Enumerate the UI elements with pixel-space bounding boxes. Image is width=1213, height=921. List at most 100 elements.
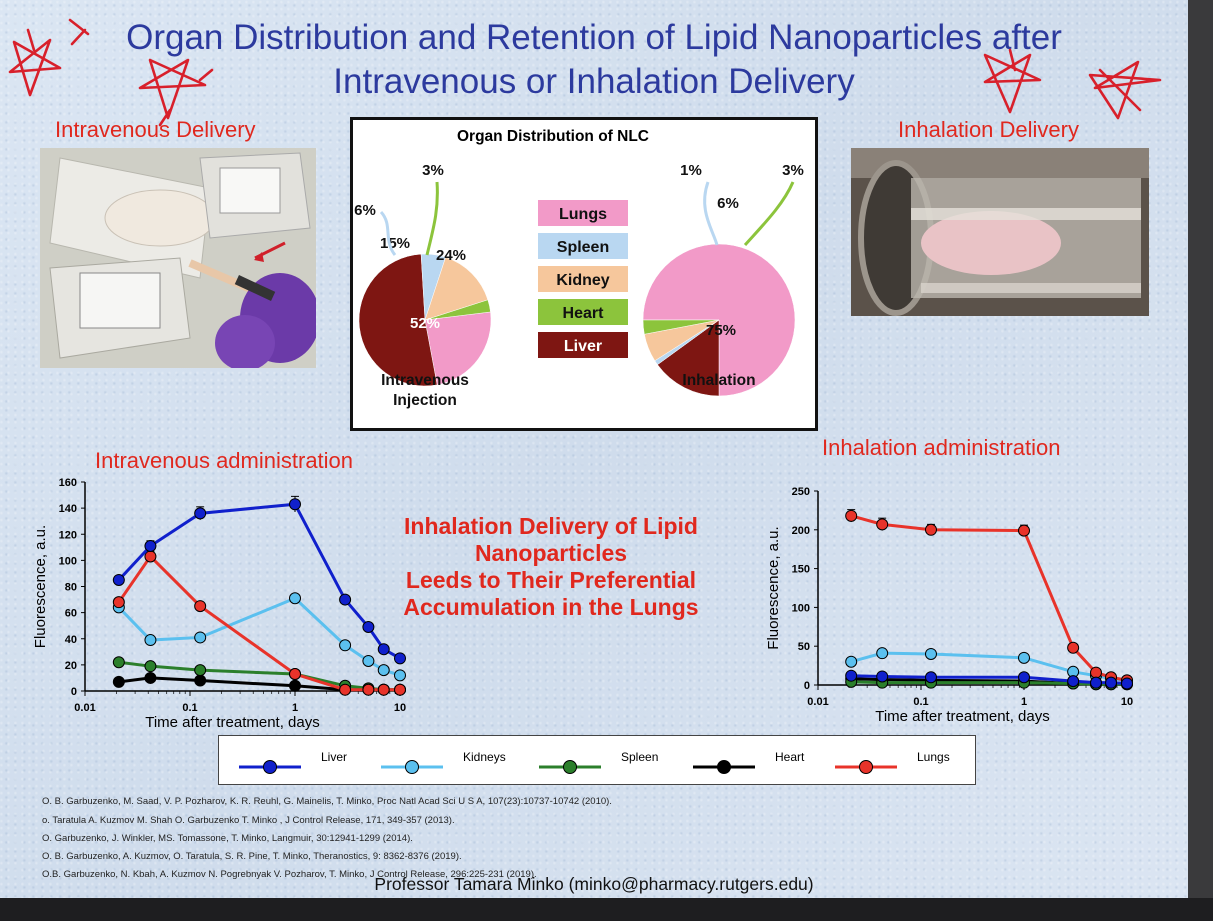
data-point-kidneys	[339, 639, 352, 652]
pie-legend-swatch-kidney	[538, 266, 628, 292]
pie-value-label: 3%	[782, 162, 804, 179]
iv-delivery-photo	[40, 148, 316, 368]
data-point-liver	[1067, 675, 1080, 688]
y-tick-label: 100	[59, 555, 77, 567]
iv-photo-drawing	[40, 148, 316, 368]
data-point-liver	[144, 540, 157, 553]
data-point-liver	[1121, 677, 1133, 690]
center-message-line1: Inhalation Delivery of Lipid	[404, 513, 698, 539]
series-legend: Liver Kidneys Spleen Heart Lungs	[218, 735, 976, 785]
reference-1: O. B. Garbuzenko, M. Saad, V. P. Pozharo…	[42, 796, 612, 807]
data-point-heart	[194, 674, 207, 687]
center-message-line4: Accumulation in the Lungs	[403, 594, 699, 620]
data-point-kidneys	[194, 631, 207, 644]
legend-label-heart: Heart	[775, 750, 805, 764]
window-right-edge	[1188, 0, 1213, 921]
pie-legend-swatch-spleen	[538, 233, 628, 259]
center-message-line3: Leeds to Their Preferential	[405, 567, 697, 593]
iv-delivery-label: Intravenous Delivery	[55, 117, 256, 142]
data-point-kidneys	[924, 647, 937, 660]
data-point-lungs	[377, 683, 390, 696]
pie-slice-lungs	[424, 311, 492, 386]
nlc-distribution-panel: Organ Distribution of NLC 24% 52% 6% 15% 3% I…	[350, 117, 818, 431]
inh-delivery-label: Inhalation Delivery	[898, 117, 1079, 142]
pie-label: Injection	[393, 392, 457, 409]
data-point-heart	[144, 671, 157, 684]
pie-value-label: 75%	[706, 322, 736, 339]
x-tick-label: 0.1	[913, 696, 928, 708]
data-point-kidneys	[377, 664, 390, 677]
slide-title-line2: Intravenous or Inhalation Delivery	[333, 62, 855, 101]
y-tick-label: 0	[804, 680, 810, 692]
data-point-liver	[362, 620, 375, 633]
pie-leader-line	[743, 181, 795, 247]
pie-value-label: 1%	[680, 162, 702, 179]
data-point-lungs	[1018, 524, 1030, 537]
pie-legend-swatch-liver	[538, 332, 628, 358]
pie-slice-kidney	[424, 256, 489, 321]
window-bottom-edge	[0, 898, 1213, 921]
data-point-lungs	[289, 668, 301, 681]
data-point-kidneys	[144, 634, 157, 647]
pie-value-label: 6%	[717, 195, 739, 212]
y-axis-label: Fluorescence, a.u.	[32, 525, 49, 648]
data-point-liver	[1105, 676, 1118, 689]
slide-title-line1: Organ Distribution and Retention of Lipi…	[126, 18, 1062, 57]
data-point-liver	[194, 507, 207, 520]
data-point-lungs	[845, 509, 858, 522]
y-tick-label: 250	[792, 486, 810, 498]
footer-contact: Professor Tamara Minko (minko@pharmacy.r…	[374, 874, 814, 894]
legend-marker-spleen	[563, 760, 577, 774]
inhalation-delivery-photo	[851, 148, 1149, 316]
pie-slice-heart	[642, 319, 720, 335]
data-point-lungs	[876, 518, 889, 531]
y-tick-label: 20	[65, 660, 77, 672]
series-line-spleen	[118, 660, 400, 692]
x-tick-label: 10	[1121, 696, 1133, 708]
center-message-line2: Nanoparticles	[474, 540, 628, 566]
x-tick-label: 0.01	[74, 702, 95, 714]
legend-marker-lungs	[859, 760, 873, 774]
data-point-spleen	[194, 664, 207, 677]
iv-admin-label: Intravenous administration	[95, 448, 354, 473]
y-tick-label: 60	[65, 608, 77, 620]
data-point-liver	[1018, 671, 1030, 684]
pie-legend-swatch-lungs	[538, 200, 628, 226]
y-tick-label: 150	[792, 564, 810, 576]
data-point-liver	[1089, 676, 1102, 689]
y-tick-label: 160	[59, 477, 77, 489]
legend-marker-kidneys	[405, 760, 419, 774]
data-point-kidneys	[289, 592, 301, 605]
nlc-chart-title: Organ Distribution of NLC	[457, 128, 649, 145]
y-axis-label: Fluorescence, a.u.	[765, 526, 782, 649]
center-message: Inhalation Delivery of Lipid Nanoparticl…	[356, 513, 746, 621]
data-point-lungs	[112, 596, 125, 609]
legend-label-spleen: Spleen	[621, 750, 658, 764]
data-point-spleen	[112, 656, 125, 669]
pie-value-label: 15%	[380, 235, 410, 252]
data-point-liver	[924, 671, 937, 684]
data-point-kidneys	[362, 654, 375, 667]
inhalation-line-chart: 0 50 100 150 200 250 0.01 0.1 1 10 Time after trea…	[765, 486, 1133, 725]
data-point-liver	[289, 498, 301, 511]
data-point-heart	[289, 679, 301, 692]
x-tick-label: 1	[292, 702, 298, 714]
data-point-kidneys	[1018, 651, 1030, 664]
data-point-lungs	[1067, 641, 1080, 654]
pie-legend-label-lungs: Lungs	[559, 206, 607, 223]
pie-slice-lungs	[642, 243, 796, 397]
pie-value-label: 15%	[658, 233, 688, 250]
pie-leader-line	[425, 181, 439, 256]
pie-slice-heart	[424, 299, 491, 321]
inhalation-photo-drawing	[851, 148, 1149, 316]
y-tick-label: 200	[792, 525, 810, 537]
y-tick-label: 120	[59, 529, 77, 541]
pie-value-label: 6%	[354, 202, 376, 219]
x-tick-label: 1	[1021, 696, 1027, 708]
legend-marker-heart	[717, 760, 731, 774]
nlc-pie-svg: Organ Distribution of NLC 24%52%6%15%3%I…	[354, 128, 804, 409]
reference-3: O. Garbuzenko, J. Winkler, MS. Tomassone…	[42, 833, 413, 844]
reference-2: o. Taratula A. Kuzmov M. Shah O. Garbuze…	[42, 815, 455, 826]
data-point-liver	[339, 593, 352, 606]
pie-label: Intravenous	[381, 372, 469, 389]
